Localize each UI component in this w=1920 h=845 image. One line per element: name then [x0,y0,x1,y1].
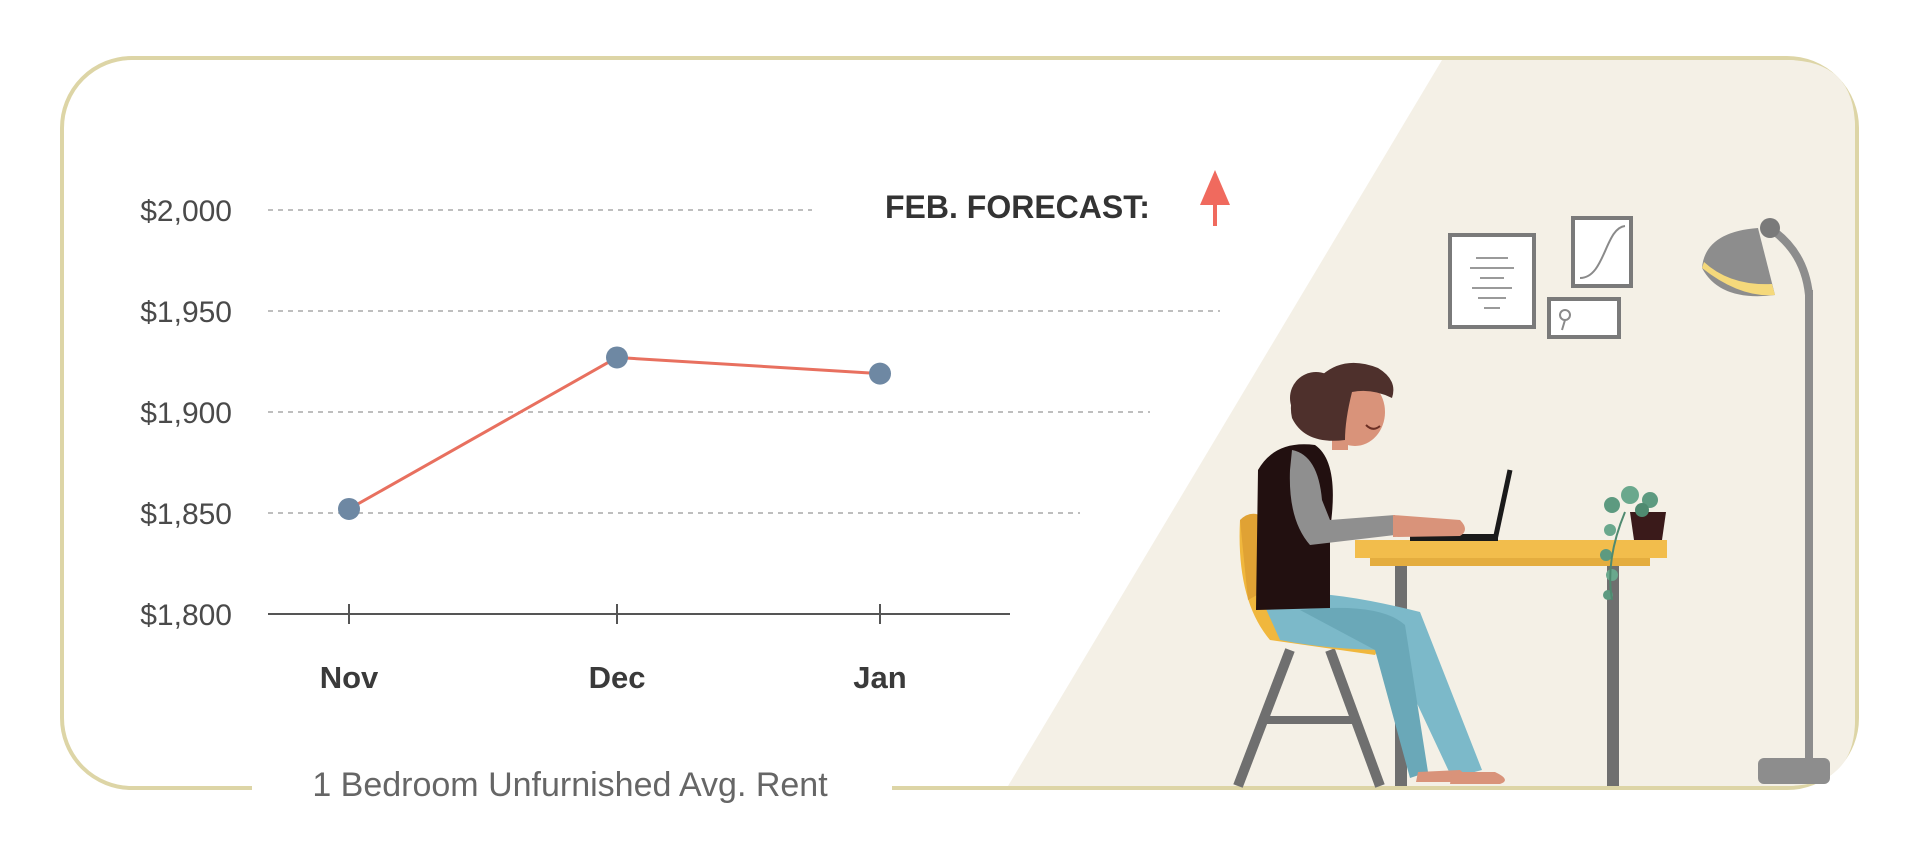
curve-frame-icon [1571,216,1633,288]
document-frame-icon [1448,233,1536,329]
x-tick-label-dec: Dec [589,660,646,695]
laptop-icon [1410,469,1513,541]
y-tick-label: $1,950 [140,296,232,329]
y-tick-label: $2,000 [140,195,232,228]
plant-icon [1600,486,1666,601]
y-tick-label: $1,800 [140,599,232,632]
x-tick-label-nov: Nov [320,660,379,695]
arrow-up-icon [1200,170,1230,226]
woman-figure [1256,362,1505,784]
floor-lamp-icon [1702,218,1830,784]
series-points [338,346,891,520]
x-axis-tick-labels: Nov Dec Jan [320,660,907,695]
chart-caption: 1 Bedroom Unfurnished Avg. Rent [312,766,828,804]
illustration-background [1008,60,1855,786]
y-tick-label: $1,900 [140,397,232,430]
forecast-label: FEB. FORECAST: [885,189,1150,225]
woman-at-desk-illustration [1233,216,1830,788]
flower-frame-icon [1547,297,1621,339]
x-axis [268,604,1010,624]
data-point-nov [338,497,360,520]
y-tick-label: $1,850 [140,498,232,531]
y-axis-tick-labels: $2,000 $1,950 $1,900 $1,850 $1,800 [140,195,232,632]
data-point-dec [606,346,628,369]
x-tick-label-jan: Jan [853,660,906,695]
data-point-jan [869,362,891,385]
caption-background [252,770,892,810]
grid-lines [268,209,1220,514]
